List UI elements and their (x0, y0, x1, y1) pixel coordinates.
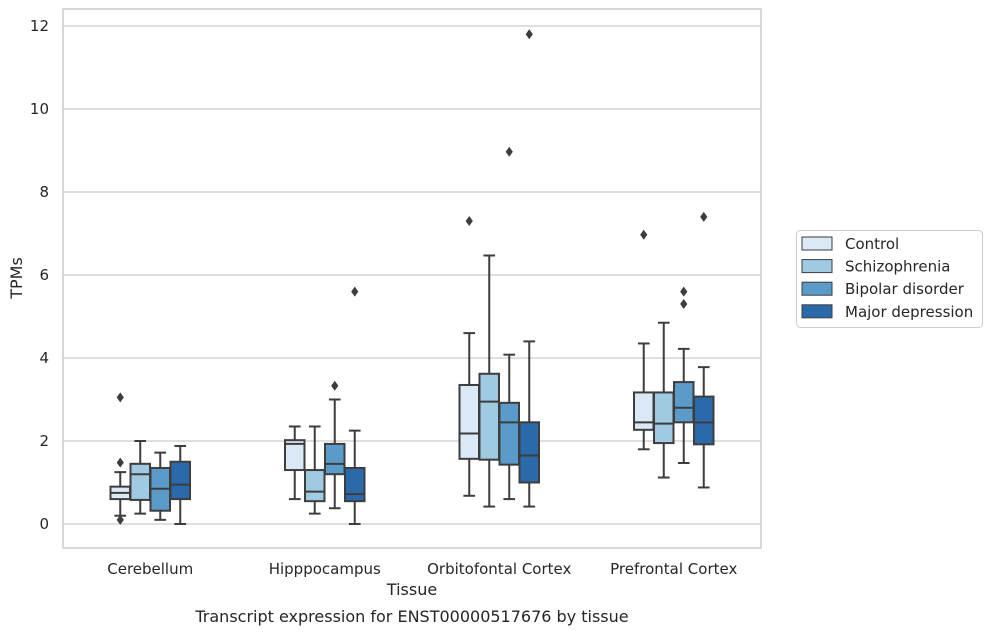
box (498, 401, 520, 466)
outlier-point (116, 457, 124, 468)
outlier-point (116, 514, 124, 525)
box-plot (498, 146, 520, 501)
legend-swatch (801, 259, 833, 274)
y-tick-label: 10 (30, 100, 49, 118)
outlier-point (680, 286, 688, 297)
x-tick-label: Cerebellum (107, 560, 193, 578)
x-tick-label: Prefrontal Cortex (610, 560, 737, 578)
box (693, 395, 715, 446)
box-plot (284, 425, 306, 501)
outlier-point (525, 29, 533, 40)
box-plot (324, 380, 346, 510)
legend-label: Schizophrenia (845, 258, 950, 276)
legend-label: Control (845, 235, 899, 253)
box-plots (109, 29, 715, 525)
y-axis-label: TPMs (7, 257, 26, 300)
x-tick-label: Orbitofontal Cortex (427, 560, 571, 578)
outlier-point (116, 392, 124, 403)
legend-label: Bipolar disorder (845, 280, 965, 298)
box (633, 391, 655, 431)
box-plot (169, 444, 191, 525)
y-tick-label: 0 (39, 515, 49, 533)
outlier-point (465, 216, 473, 227)
box-plot (129, 440, 151, 515)
legend-box (796, 230, 983, 328)
box (169, 460, 191, 501)
y-tick-label: 6 (39, 266, 49, 284)
outlier-point (640, 229, 648, 240)
legend-swatch (801, 281, 833, 296)
box-plot (344, 286, 366, 525)
x-tick-labels: Cerebellum Hipppocampus Orbitofontal Corte… (107, 560, 737, 578)
outlier-point (351, 286, 359, 297)
y-tick-labels: 0 2 4 6 8 10 12 (30, 17, 49, 533)
legend-swatch (801, 304, 833, 319)
box (653, 391, 675, 445)
plot-frame (62, 8, 762, 549)
box (284, 439, 306, 472)
y-tick-label: 2 (39, 432, 49, 450)
box-plot (458, 216, 480, 497)
box-plot (653, 321, 675, 479)
box-plot (304, 425, 326, 515)
box-plot (478, 254, 500, 508)
outlier-point (680, 299, 688, 310)
legend: Control Schizophrenia Bipolar disorder Majo… (796, 230, 983, 328)
x-tick-label: Hipppocampus (269, 560, 381, 578)
box-plot (633, 229, 655, 451)
box (518, 421, 540, 484)
box (324, 442, 346, 476)
outlier-point (331, 380, 339, 391)
y-tick-label: 4 (39, 349, 49, 367)
box-plot (109, 392, 131, 525)
box (344, 466, 366, 503)
legend-swatch (801, 236, 833, 251)
box (458, 383, 480, 460)
y-tick-label: 12 (30, 17, 49, 35)
box-plot (518, 29, 540, 508)
box (129, 462, 151, 501)
chart-caption: Transcript expression for ENST0000051767… (194, 607, 628, 626)
box-plot (693, 211, 715, 489)
x-axis-label: Tissue (386, 580, 437, 599)
outlier-point (505, 146, 513, 157)
box (304, 469, 326, 503)
box (673, 381, 695, 424)
legend-label: Major depression (845, 303, 973, 321)
outlier-point (700, 211, 708, 222)
y-tick-label: 8 (39, 183, 49, 201)
box (478, 372, 500, 461)
